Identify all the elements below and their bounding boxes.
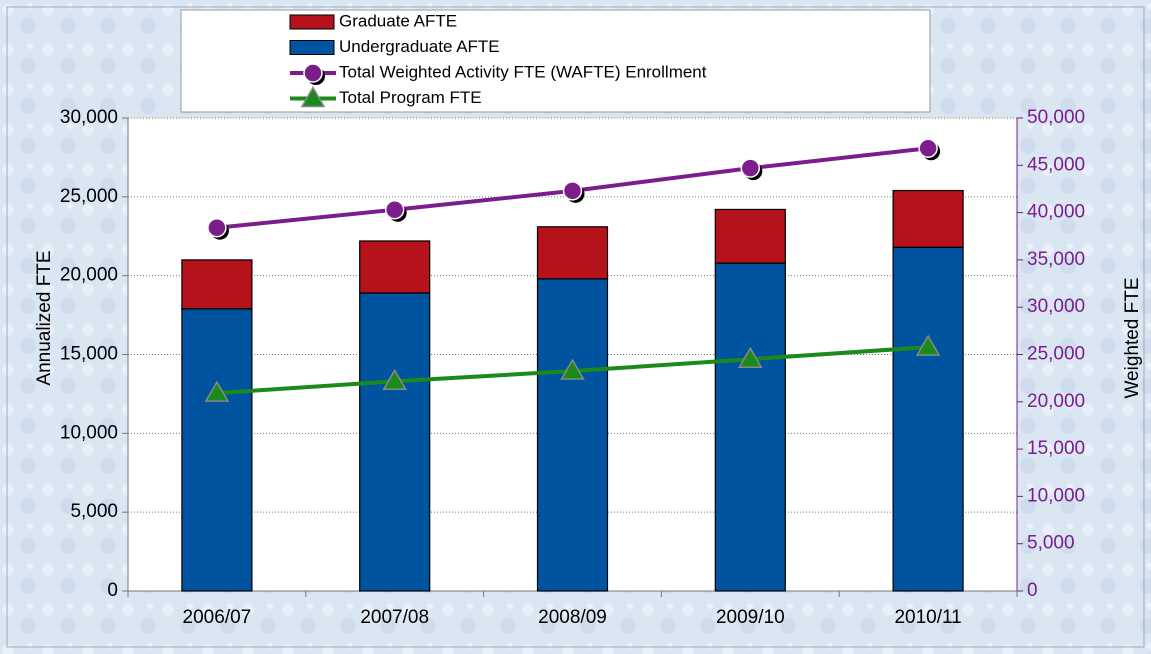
y-tick-label: 5,000 xyxy=(70,501,118,522)
point xyxy=(562,181,583,201)
x-tick-label: 2009/10 xyxy=(716,607,785,628)
legend-swatch xyxy=(289,40,335,55)
y2-tick-label: 10,000 xyxy=(1027,485,1085,506)
y-tick-label: 0 xyxy=(107,580,118,601)
point xyxy=(918,138,938,159)
point xyxy=(560,358,585,380)
bar xyxy=(892,189,964,248)
bar xyxy=(181,259,253,310)
bar xyxy=(536,278,609,592)
y2-axis-label: Weighted FTE xyxy=(1122,277,1143,398)
point xyxy=(915,334,941,356)
legend-label: Total Weighted Activity FTE (WAFTE) Enro… xyxy=(339,62,707,81)
bar xyxy=(181,308,253,592)
y2-tick-label: 35,000 xyxy=(1027,249,1085,270)
legend-marker xyxy=(303,63,323,83)
y-tick-label: 10,000 xyxy=(60,422,118,443)
y-tick-label: 25,000 xyxy=(60,186,118,207)
frame xyxy=(6,6,1145,648)
point xyxy=(207,217,227,238)
bar xyxy=(714,208,786,264)
y2-tick-label: 25,000 xyxy=(1027,344,1085,365)
x-tick-label: 2008/09 xyxy=(538,607,607,628)
y2-tick-label: 0 xyxy=(1027,580,1038,601)
x-tick-label: 2007/08 xyxy=(360,607,429,628)
x-tick-label: 2010/11 xyxy=(894,607,961,628)
y2-tick-label: 30,000 xyxy=(1027,296,1085,317)
bar xyxy=(359,292,431,592)
y2-tick-label: 40,000 xyxy=(1027,202,1085,223)
x-tick-label: 2006/07 xyxy=(183,607,252,628)
point xyxy=(384,200,405,220)
y-tick-label: 15,000 xyxy=(60,344,118,365)
y2-tick-label: 50,000 xyxy=(1027,107,1085,128)
y2-tick-label: 20,000 xyxy=(1027,391,1085,412)
y-tick-label: 30,000 xyxy=(60,107,118,128)
bar xyxy=(892,246,964,592)
bar xyxy=(714,262,786,592)
y-tick-label: 20,000 xyxy=(60,265,118,286)
legend-marker xyxy=(300,86,326,108)
legend xyxy=(180,9,931,113)
legend-label: Undergraduate AFTE xyxy=(339,37,500,56)
bar xyxy=(536,226,609,280)
legend-label: Total Program FTE xyxy=(339,88,482,107)
bar xyxy=(359,240,431,294)
y2-tick-label: 15,000 xyxy=(1027,438,1085,459)
y2-tick-label: 5,000 xyxy=(1027,533,1075,554)
point xyxy=(737,346,763,368)
y2-tick-label: 45,000 xyxy=(1027,154,1085,175)
point xyxy=(204,380,230,402)
y-axis-label: Annualized FTE xyxy=(34,250,55,385)
legend-label: Graduate AFTE xyxy=(339,11,457,30)
point xyxy=(740,158,761,178)
point xyxy=(382,368,408,391)
legend-swatch xyxy=(289,14,335,30)
